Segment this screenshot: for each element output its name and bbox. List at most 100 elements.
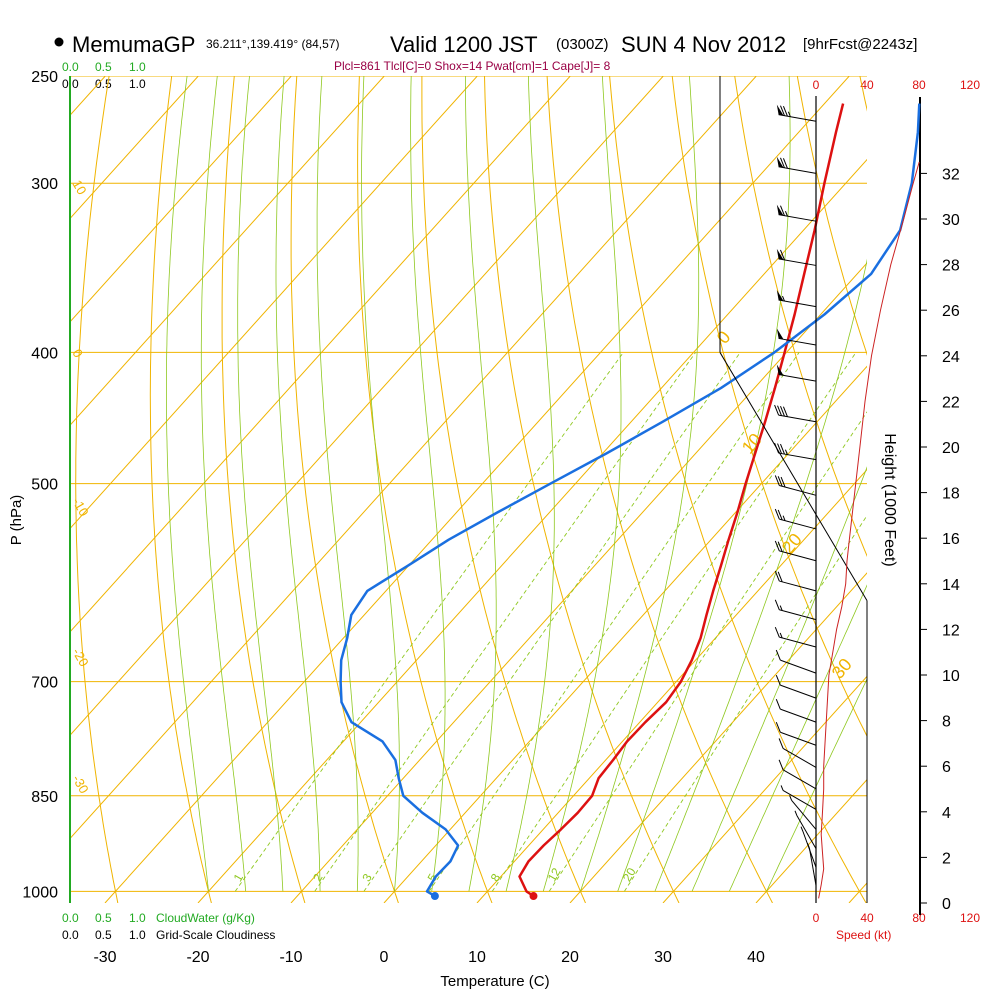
moist-adiabat [580, 76, 700, 892]
dry-adiabat [796, 76, 867, 356]
moist-adiabat [542, 76, 622, 892]
moist-adiabat [728, 584, 867, 892]
dry-adiabat [357, 76, 493, 903]
temperature-tick: -10 [279, 949, 302, 966]
mixing-ratio-line [491, 352, 857, 892]
wind-barb [775, 698, 817, 723]
isotherm-label: -30 [69, 772, 91, 796]
isotherm-label-right: 0 [713, 327, 735, 348]
wind-speed-panel [719, 96, 920, 903]
moist-adiabat [361, 76, 400, 892]
stability-indices: Plcl=861 Tlcl[C]=0 Shox=14 Pwat[cm]=1 Ca… [334, 59, 611, 73]
isotherm [290, 262, 867, 903]
height-tick-label-24: 24 [942, 349, 960, 366]
cloudwater-top-tick-1: 0.5 [95, 60, 112, 74]
moist-adiabat [505, 76, 555, 892]
height-tick-label-0: 0 [942, 896, 951, 913]
station-coords: 36.211°,139.419° (84,57) [206, 37, 339, 51]
isotherm [70, 76, 292, 323]
speed-bottom-tick-2: 80 [912, 911, 926, 925]
mixing-ratio-line [548, 411, 867, 892]
height-tick-label-14: 14 [942, 577, 960, 594]
speed-bottom-tick-3: 120 [960, 911, 980, 925]
height-tick-label-26: 26 [942, 303, 960, 320]
cloudiness-bottom-tick-1: 0.5 [95, 928, 112, 942]
surface-temperature-marker [529, 892, 538, 901]
wind-barb [774, 404, 817, 423]
wind-barb [774, 508, 817, 530]
isotherm [848, 882, 867, 903]
mixing-ratio-line [624, 514, 867, 892]
height-tick-label-10: 10 [942, 668, 960, 685]
isotherm [476, 468, 867, 903]
isotherm [662, 675, 867, 903]
height-tick-label-28: 28 [942, 258, 960, 275]
wind-barb [774, 599, 817, 621]
valid-time: Valid 1200 JST [390, 32, 538, 57]
moist-adiabat [691, 466, 867, 892]
mixing-ratio-label: 3 [359, 871, 375, 884]
temperature-tick: -30 [93, 949, 116, 966]
dry-adiabat [484, 76, 680, 903]
wind-barb [775, 649, 817, 674]
wind-barbs [774, 104, 817, 886]
mixing-ratio-label: 8 [488, 871, 504, 884]
moist-adiabat [617, 76, 791, 892]
pressure-tick-400: 400 [31, 345, 58, 362]
surface-dewpoint-marker [430, 892, 439, 901]
valid-date: SUN 4 Nov 2012 [621, 32, 786, 57]
height-tick-label-18: 18 [942, 486, 960, 503]
wind-barb [774, 626, 817, 648]
cloudiness-top-tick-2: 1.0 [129, 77, 146, 91]
wind-barb [775, 674, 817, 699]
dry-adiabat [290, 76, 399, 903]
wind-barb [789, 795, 817, 830]
wind-barb [806, 842, 817, 886]
wind-barb [778, 738, 817, 768]
cloudwater-legend: CloudWater (g/Kg) [156, 911, 255, 925]
isotherm-label: 0 [69, 346, 86, 360]
dry-adiabat [922, 76, 1000, 903]
dry-adiabat [546, 76, 773, 903]
cloudiness-bottom-tick-0: 0.0 [62, 928, 79, 942]
cloudwater-bottom-tick-0: 0.0 [62, 911, 79, 925]
isotherm [70, 76, 664, 736]
speed-bottom-tick-1: 40 [860, 911, 874, 925]
height-axis-title: Height (1000 Feet) [881, 433, 898, 566]
height-tick-label-20: 20 [942, 440, 960, 457]
wind-barb [774, 475, 817, 496]
cloudiness-legend: Grid-Scale Cloudiness [156, 928, 275, 942]
temperature-axis-title: Temperature (C) [440, 973, 549, 990]
pressure-tick-300: 300 [31, 176, 58, 193]
mixing-ratio-line [314, 352, 696, 892]
isotherm [70, 76, 571, 633]
pressure-tick-700: 700 [31, 675, 58, 692]
wind-barb [776, 289, 817, 308]
isotherm [70, 76, 478, 530]
cloudwater-bottom-tick-2: 1.0 [129, 911, 146, 925]
dry-adiabat [734, 76, 867, 558]
wind-barb [776, 328, 817, 346]
moist-adiabat [200, 76, 247, 892]
wind-barb [780, 785, 817, 810]
pressure-axis-title: P (hPa) [8, 495, 25, 546]
wind-barb [775, 722, 817, 746]
dewpoint-profile [339, 103, 921, 898]
wind-barb [778, 759, 817, 790]
dry-adiabat [985, 76, 1000, 903]
pressure-tick-500: 500 [31, 477, 58, 494]
mixing-ratio-line [428, 352, 800, 892]
isotherm-label: -20 [69, 645, 91, 669]
station-bullet-icon [54, 37, 64, 47]
dry-adiabat [609, 76, 867, 903]
speed-top-tick-3: 120 [960, 78, 980, 92]
wind-barb [774, 540, 817, 562]
speed-top-tick-2: 80 [912, 78, 926, 92]
dry-adiabat [859, 76, 867, 112]
mixing-ratio-label: 20 [620, 865, 639, 884]
valid-utc: (0300Z) [556, 36, 609, 53]
dry-adiabat [421, 76, 586, 903]
